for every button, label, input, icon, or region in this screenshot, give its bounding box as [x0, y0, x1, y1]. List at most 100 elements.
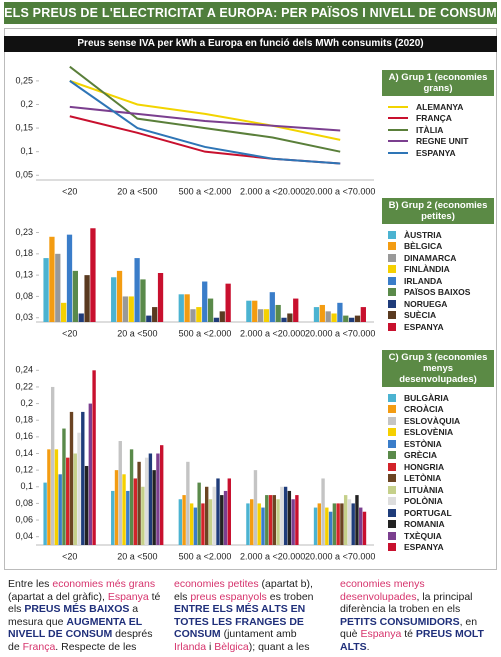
legend-label: Grècia — [404, 450, 438, 461]
bar — [156, 453, 160, 545]
bar — [122, 296, 129, 322]
legend-label: Polònia — [404, 496, 443, 507]
legend-entry: Lituània — [382, 484, 494, 496]
legend-entry: Irlanda — [382, 275, 494, 287]
text-run: es troben — [266, 590, 314, 603]
x-tick-label: <20 — [62, 328, 77, 338]
text-run: , en què — [340, 615, 478, 641]
text-run: . Respecte de les — [55, 640, 137, 653]
legend-entry: Croàcia — [382, 404, 494, 416]
legend-swatch — [388, 497, 396, 506]
bar — [276, 499, 280, 545]
legend-entry: Portugal — [382, 507, 494, 519]
bar — [257, 309, 264, 322]
legend-swatch — [388, 474, 396, 483]
bar — [253, 470, 258, 545]
page-title: ELS PREUS DE L'ELECTRICITAT A EUROPA: PE… — [4, 2, 497, 24]
bar — [261, 507, 265, 545]
text-run: a mesura que — [8, 603, 139, 628]
bar — [332, 503, 337, 545]
bar — [182, 495, 186, 545]
text-run: després de — [8, 628, 153, 653]
bar — [58, 474, 62, 545]
bar — [343, 315, 349, 322]
bar — [212, 486, 216, 545]
bar — [122, 474, 126, 545]
y-tick-label: 0,23 — [15, 227, 33, 237]
x-tick-label: 20 a <500 — [117, 186, 157, 196]
legend-entry: Romania — [382, 519, 494, 531]
legend-label: Eslovènia — [404, 427, 454, 438]
text-run: economies petites — [174, 578, 259, 590]
legend-entry: Àustria — [382, 229, 494, 241]
legend-label: Finlàndia — [404, 264, 450, 275]
text-run: PREUS MÉS BAIXOS — [24, 603, 130, 616]
bar — [272, 495, 276, 545]
bar — [184, 294, 190, 322]
legend-entry: Espanya — [382, 147, 494, 159]
bar — [319, 304, 325, 322]
bar — [360, 307, 366, 322]
y-tick-label: 0,06 — [15, 514, 33, 524]
bar — [207, 298, 214, 322]
legend-label: Txèquia — [404, 530, 442, 541]
bar — [225, 283, 231, 322]
bar — [157, 273, 164, 322]
text-run: ); quant a les — [248, 640, 310, 653]
bar — [189, 503, 194, 545]
legend-label: Dinamarca — [404, 252, 457, 263]
x-tick-label: 2.000 a <20.000 — [240, 328, 305, 338]
bar — [84, 465, 89, 545]
text-run: té els — [8, 590, 161, 616]
bar — [178, 499, 183, 545]
text-run: preus espanyols — [190, 590, 267, 603]
y-tick-label: 0,16 — [15, 431, 33, 441]
y-tick-label: 0,24 — [15, 365, 33, 375]
bar — [250, 499, 254, 545]
bar — [84, 275, 90, 322]
legend-entry: Noruega — [382, 298, 494, 310]
legend-swatch — [388, 462, 396, 471]
legend-swatch — [388, 311, 396, 320]
text-run: . — [366, 640, 370, 653]
bar — [213, 317, 220, 322]
x-tick-label: 500 a <2.000 — [179, 551, 232, 561]
legend-title: A) Grup 1 (economies grans) — [382, 70, 494, 96]
bar — [216, 478, 220, 545]
bar — [50, 386, 55, 545]
charts: 0,05 0,1 0,15 0,2 0,25 <20 20 a <500 500 a <2.0… — [15, 65, 375, 561]
bar — [201, 503, 205, 545]
legend-entry: Letònia — [382, 473, 494, 485]
text-run: i — [206, 640, 215, 653]
bar — [280, 486, 284, 545]
bar — [47, 449, 51, 545]
bar — [321, 478, 325, 545]
bar — [148, 453, 153, 545]
text-run: Espanya — [360, 628, 402, 641]
bar — [73, 453, 77, 545]
legend-label: Països Baixos — [404, 287, 471, 298]
bar — [359, 507, 363, 545]
legend-title: C) Grup 3 (economies menys desenvolupade… — [382, 350, 494, 387]
legend: B) Grup 2 (economies petites) Àustria Bèlg… — [382, 198, 494, 333]
text-run: ENTRE ELS MÉS ALTS EN TOTES LES FRANGES … — [174, 603, 306, 641]
x-tick-label: 20.000 a <70.000 — [305, 328, 375, 338]
bar — [54, 449, 59, 545]
bar — [43, 482, 47, 545]
bar — [227, 478, 231, 545]
legend-label: Espanya — [416, 147, 456, 158]
legend-label: Romania — [404, 519, 445, 530]
bar — [193, 507, 198, 545]
y-tick-label: 0,12 — [15, 465, 33, 475]
y-tick-label: 0,04 — [15, 531, 33, 541]
text-run: ), els — [174, 578, 313, 603]
frame — [4, 28, 497, 570]
text-run: Bèlgica — [214, 640, 249, 653]
text-run: a — [47, 590, 53, 603]
bar — [81, 411, 85, 545]
bar — [66, 234, 73, 322]
bar — [197, 482, 201, 545]
legend-entry: Espanya — [382, 321, 494, 333]
bar — [133, 478, 138, 545]
bar — [313, 307, 320, 322]
